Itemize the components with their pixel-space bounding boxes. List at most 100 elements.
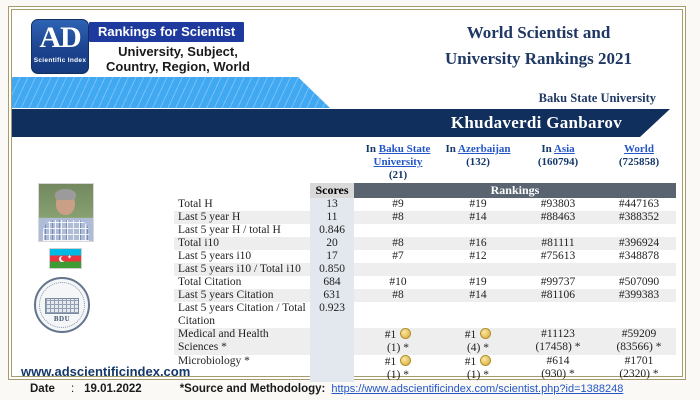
rankings-for-scientist-badge: Rankings for Scientist <box>89 22 245 42</box>
website-url: www.adscientificindex.com <box>21 364 191 379</box>
rank-sub-value: (4) * <box>466 341 490 354</box>
rank-cell: #1 (1) * <box>354 327 442 355</box>
decorative-blue-bar <box>12 77 330 108</box>
photo-shirt <box>43 220 89 241</box>
rank-cell: #59209 (83566) * <box>602 327 676 355</box>
azerbaijan-link[interactable]: Azerbaijan <box>458 143 511 155</box>
rank-cell <box>602 224 676 237</box>
table-row: Last 5 year H 11 #8 #14 #88463 #388352 <box>174 210 676 224</box>
rank-cell: #8 <box>354 288 442 302</box>
row-score: 11 <box>310 210 354 224</box>
rank-value: #81111 <box>541 236 575 249</box>
row-score: 684 <box>310 275 354 289</box>
rank-value: #59209 <box>621 327 657 340</box>
seal-label: BDU <box>53 315 71 323</box>
rank-value: #8 <box>392 210 404 223</box>
scores-header: Scores <box>310 182 354 198</box>
world-link[interactable]: World <box>624 143 654 155</box>
section-header-row: Scores Rankings <box>174 182 676 198</box>
column-header-baku-state-university: In Baku State University (21) <box>354 143 442 183</box>
rank-cell: #396924 <box>602 236 676 250</box>
date-separator: : <box>70 383 75 395</box>
rank-value: #1 <box>464 328 477 341</box>
rank-cell: #81106 <box>514 288 602 302</box>
rank-cell <box>354 262 442 276</box>
table-row: Medical and Health Sciences * #1 (1) * #1 (4… <box>174 327 676 355</box>
rank-cell: #1 (1) * <box>442 354 514 382</box>
baku-state-university-link[interactable]: Baku State University <box>373 143 431 169</box>
logo-subtitle: Scientific Index <box>33 57 87 64</box>
row-label: Medical and Health Sciences * <box>174 327 310 355</box>
rank-value: #388352 <box>618 210 660 223</box>
row-score: 0.846 <box>310 223 354 237</box>
rank-cell <box>442 224 514 237</box>
row-score: 0.923 <box>310 301 354 328</box>
gold-medal-icon <box>400 327 412 339</box>
source-methodology-link[interactable]: https://www.adscientificindex.com/scient… <box>331 383 624 395</box>
date-label: Date <box>30 383 55 395</box>
university-name: Baku State University <box>538 91 656 105</box>
rank-sub-value: (1) * <box>466 368 490 381</box>
column-count: (132) <box>466 156 490 169</box>
rank-sub-value: (17458) * <box>535 340 581 353</box>
rank-value: #16 <box>469 236 487 249</box>
scientist-name: Khudaverdi Ganbarov <box>450 113 622 132</box>
rank-cell: #399383 <box>602 288 676 302</box>
row-score: 20 <box>310 236 354 250</box>
title-line-1: World Scientist and <box>466 23 611 42</box>
table-row: Last 5 years Citation 631 #8 #14 #81106 #3993… <box>174 288 676 302</box>
rank-value: #348878 <box>618 249 660 262</box>
rank-cell <box>354 224 442 237</box>
asia-link[interactable]: Asia <box>553 143 575 155</box>
rank-cell: #14 <box>442 210 514 224</box>
rank-cell <box>602 302 676 328</box>
rank-cell: #11123 (17458) * <box>514 327 602 355</box>
rank-cell: #14 <box>442 288 514 302</box>
table-row: Last 5 years i10 / Total i10 0.850 <box>174 262 676 276</box>
table-row: Last 5 years Citation / Total Citation 0.… <box>174 301 676 328</box>
rank-cell: #507090 <box>602 276 676 289</box>
rank-value: #93803 <box>540 197 576 210</box>
column-count: (21) <box>388 169 408 182</box>
table-row: Microbiology * #1 (1) * #1 (1) * #614 (930) * #… <box>174 354 676 382</box>
title-line-2: University Rankings 2021 <box>444 49 633 69</box>
rank-value: #7 <box>392 249 404 262</box>
rank-cell: #81111 <box>514 236 602 250</box>
row-label: Total H <box>178 197 213 210</box>
row-label: Last 5 years i10 <box>178 249 252 262</box>
rank-cell: #447163 <box>602 198 676 211</box>
rank-value: #10 <box>389 275 407 288</box>
scientist-photo <box>38 183 94 242</box>
rank-cell: #388352 <box>602 210 676 224</box>
gold-medal-icon <box>480 327 492 339</box>
rank-value: #88463 <box>540 210 576 223</box>
photo-face <box>55 189 76 215</box>
row-label: Last 5 year H <box>174 210 310 224</box>
rank-cell: #8 <box>354 236 442 250</box>
rank-cell: #88463 <box>514 210 602 224</box>
column-header-row: In Baku State University (21) In Azerbai… <box>174 143 676 183</box>
rank-value: #8 <box>392 236 404 249</box>
column-prefix: In <box>365 143 376 155</box>
column-prefix: In <box>541 143 552 155</box>
column-header-asia: In Asia (160794) <box>514 143 602 183</box>
rank-cell: #7 <box>354 250 442 263</box>
gold-medal-icon <box>400 354 412 366</box>
rank-cell: #10 <box>354 276 442 289</box>
azerbaijan-flag-icon: ✦ <box>49 248 82 269</box>
rank-sub-value: (930) * <box>541 367 575 380</box>
rank-sub-value: (2320) * <box>619 367 659 380</box>
column-header-azerbaijan: In Azerbaijan (132) <box>442 143 514 183</box>
ad-scientific-index-logo: AD Scientific Index <box>31 19 89 74</box>
rank-cell: #348878 <box>602 250 676 263</box>
table-row: Total H 13 #9 #19 #93803 #447163 <box>174 197 676 211</box>
table-row: Last 5 year H / total H 0.846 <box>174 223 676 237</box>
row-score: 17 <box>310 249 354 263</box>
seal-building-icon <box>45 298 79 314</box>
row-label: Last 5 years Citation <box>174 288 310 302</box>
scientist-name-banner: Khudaverdi Ganbarov <box>12 109 670 137</box>
gold-medal-icon <box>480 354 492 366</box>
rank-cell <box>514 262 602 276</box>
table-row: Total i10 20 #8 #16 #81111 #396924 <box>174 236 676 250</box>
row-score: 0.850 <box>310 262 354 276</box>
